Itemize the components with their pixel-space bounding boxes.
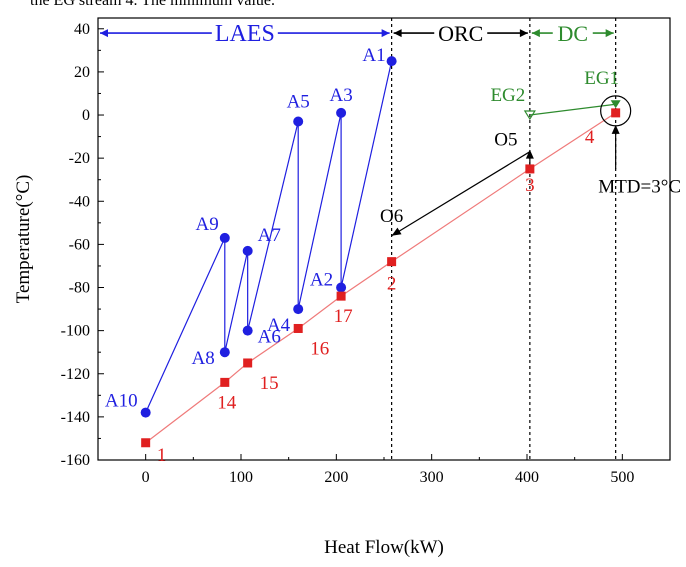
cold-point (525, 164, 535, 174)
orc-arrow-head (525, 149, 534, 159)
point-label: A7 (258, 225, 281, 246)
y-tick-label: 20 (74, 64, 90, 81)
cold-point (243, 358, 253, 368)
arrow-head (393, 29, 402, 38)
y-tick-label: 0 (82, 107, 90, 124)
laes-point (219, 347, 230, 358)
y-axis-title: Temperature(°C) (13, 175, 34, 304)
arrow-head (519, 29, 528, 38)
laes-point (336, 107, 347, 118)
point-label: 15 (260, 373, 279, 394)
laes-point (293, 304, 304, 315)
y-tick-label: -140 (61, 409, 90, 426)
point-label: A8 (192, 348, 215, 369)
point-label: A1 (362, 45, 385, 66)
point-label: A9 (196, 214, 219, 235)
x-axis-title: Heat Flow(kW) (324, 537, 444, 558)
arrow-head (381, 29, 390, 38)
point-label: A4 (267, 315, 291, 336)
cold-point (220, 377, 230, 387)
point-label: A2 (310, 270, 333, 291)
point-label: A3 (329, 85, 352, 106)
arrow-head (605, 29, 614, 38)
cold-point (293, 323, 303, 333)
point-label: A6 (258, 327, 281, 348)
mtd-label: MTD=3°C (598, 177, 681, 198)
dc-marker (523, 110, 536, 121)
point-label: 14 (217, 392, 237, 413)
x-tick-label: 400 (515, 469, 539, 486)
mtd-arrow-head (611, 124, 620, 134)
caption-text: the EG stream 4. The minimum value. (30, 0, 275, 9)
laes-point (140, 407, 151, 418)
laes-point (219, 232, 230, 243)
x-tick-label: 200 (324, 469, 348, 486)
y-tick-label: -160 (61, 452, 90, 469)
cold-point (141, 438, 151, 448)
region-label: DC (557, 21, 588, 46)
x-tick-label: 500 (610, 469, 634, 486)
y-tick-label: -60 (69, 236, 90, 253)
x-tick-label: 100 (229, 469, 253, 486)
orc-line (391, 151, 531, 237)
orc-arrow-head (391, 227, 402, 236)
axis-ticks: 0 100 200 300 400 500-160-140-120-100-80-60-4… (61, 21, 671, 486)
y-tick-label: 40 (74, 21, 90, 38)
point-label: 1 (157, 445, 167, 466)
point-label: 17 (334, 306, 353, 327)
point-label: O5 (494, 130, 517, 151)
point-label: EG2 (490, 85, 525, 106)
arrow-head (531, 29, 540, 38)
laes-point (336, 282, 347, 293)
laes-point (242, 245, 253, 256)
cold-point (611, 108, 621, 118)
cold-line (145, 112, 616, 444)
point-label: 16 (310, 338, 329, 359)
y-tick-label: -20 (69, 150, 90, 167)
laes-point (242, 325, 253, 336)
y-tick-label: -100 (61, 323, 90, 340)
y-tick-label: -40 (69, 193, 90, 210)
laes-point (293, 116, 304, 127)
region-dividers (391, 18, 617, 460)
point-label: 4 (585, 127, 595, 148)
x-tick-label: 300 (420, 469, 444, 486)
cold-point (387, 257, 397, 267)
point-label: O6 (380, 206, 403, 227)
y-tick-label: -80 (69, 280, 90, 297)
region-label: LAES (215, 21, 275, 47)
point-label: A5 (287, 91, 310, 112)
mtd-annotation: MTD=3°C (598, 95, 681, 198)
region-headers: LAES ORC DC (100, 21, 614, 47)
laes-point (386, 56, 397, 67)
x-tick-label: 0 (142, 469, 150, 486)
point-label: EG1 (584, 68, 619, 89)
series-lines (145, 60, 616, 444)
region-label: ORC (438, 21, 483, 46)
dc-marker (610, 100, 621, 109)
laes-line (145, 60, 393, 413)
cold-point (336, 291, 346, 301)
series-markers (140, 56, 621, 448)
point-label: A10 (105, 391, 138, 412)
point-label: 2 (387, 274, 397, 295)
y-tick-label: -120 (61, 366, 90, 383)
point-label: 3 (525, 175, 535, 196)
arrow-head (100, 29, 108, 38)
dc-line (529, 103, 616, 116)
